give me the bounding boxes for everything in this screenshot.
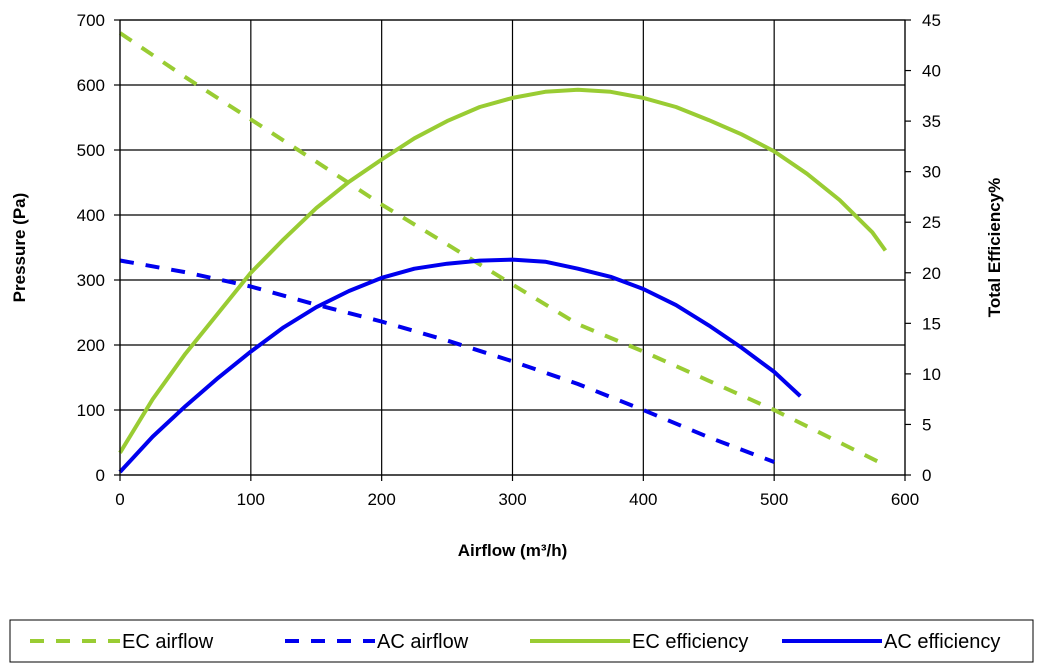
legend-label: AC efficiency (884, 631, 1000, 653)
legend-label: EC airflow (122, 631, 214, 653)
y2-tick-label: 0 (922, 466, 931, 485)
x-tick-label: 400 (629, 490, 657, 509)
y2-tick-label: 10 (922, 365, 941, 384)
legend-label: EC efficiency (632, 631, 748, 653)
y2-tick-label: 40 (922, 62, 941, 81)
series-line-ac-airflow (119, 258, 775, 464)
y2-tick-label: 25 (922, 213, 941, 232)
y2-tick-label: 35 (922, 112, 941, 131)
x-tick-label: 500 (760, 490, 788, 509)
x-tick-label: 200 (367, 490, 395, 509)
y-tick-label: 0 (96, 466, 105, 485)
y-tick-label: 100 (77, 401, 105, 420)
y2-tick-label: 20 (922, 264, 941, 283)
x-tick-label: 300 (498, 490, 526, 509)
y2-tick-label: 30 (922, 163, 941, 182)
y-tick-label: 600 (77, 76, 105, 95)
y2-tick-label: 15 (922, 314, 941, 333)
series-line-ac-efficiency (118, 257, 802, 474)
x-tick-label: 0 (115, 490, 124, 509)
grid (119, 19, 906, 476)
y-tick-label: 200 (77, 336, 105, 355)
x-tick-label: 600 (891, 490, 919, 509)
y-tick-label: 700 (77, 11, 105, 30)
x-tick-labels: 0 100 200 300 400 500 600 (115, 475, 919, 509)
y-tick-label: 300 (77, 271, 105, 290)
x-tick-label: 100 (237, 490, 265, 509)
y-tick-label: 500 (77, 141, 105, 160)
series-layer (118, 31, 888, 474)
x-axis-title: Airflow (m³/h) (458, 541, 568, 560)
series-line-ec-airflow (118, 31, 887, 468)
legend: EC airflow AC airflow EC efficiency AC effi… (9, 619, 1034, 663)
y2-tick-labels: 0 5 10 15 20 25 30 35 40 45 (905, 11, 941, 485)
y-axis-title: Pressure (Pa) (10, 193, 29, 303)
y2-axis-title: Total Efficiency% (985, 178, 1004, 318)
y2-tick-label: 45 (922, 11, 941, 30)
y2-tick-label: 5 (922, 415, 931, 434)
y-tick-labels: 0 100 200 300 400 500 600 700 (77, 11, 120, 485)
y-tick-label: 400 (77, 206, 105, 225)
series-line-ec-efficiency (118, 87, 888, 454)
legend-label: AC airflow (377, 631, 469, 653)
